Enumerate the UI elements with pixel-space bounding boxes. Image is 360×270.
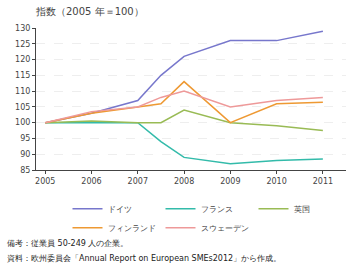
svg-text:2005: 2005: [35, 177, 55, 186]
svg-text:2010: 2010: [266, 177, 286, 186]
svg-text:備考：従業員 50-249 人の企業。: 備考：従業員 50-249 人の企業。: [7, 239, 128, 248]
svg-text:100: 100: [15, 118, 30, 127]
svg-text:フィンランド: フィンランド: [108, 224, 156, 233]
svg-text:125: 125: [15, 40, 30, 49]
svg-text:115: 115: [15, 71, 30, 80]
svg-text:ドイツ: ドイツ: [108, 205, 132, 214]
svg-text:110: 110: [15, 87, 30, 96]
svg-text:フランス: フランス: [201, 205, 233, 214]
svg-text:105: 105: [15, 103, 30, 112]
svg-text:130: 130: [15, 24, 30, 33]
svg-text:2009: 2009: [220, 177, 240, 186]
svg-text:2007: 2007: [128, 177, 148, 186]
svg-text:英国: 英国: [294, 205, 310, 214]
svg-text:120: 120: [15, 55, 30, 64]
svg-text:指数（2005 年＝100）: 指数（2005 年＝100）: [35, 6, 144, 17]
svg-text:2006: 2006: [81, 177, 101, 186]
svg-text:スウェーデン: スウェーデン: [201, 224, 249, 233]
svg-text:95: 95: [20, 134, 30, 143]
svg-text:2008: 2008: [174, 177, 194, 186]
svg-text:90: 90: [20, 150, 30, 159]
svg-text:85: 85: [20, 166, 30, 175]
svg-text:2011: 2011: [313, 177, 333, 186]
svg-text:資料：欧州委員会「Annual Report on Euro: 資料：欧州委員会「Annual Report on European SMEs2…: [7, 254, 281, 263]
